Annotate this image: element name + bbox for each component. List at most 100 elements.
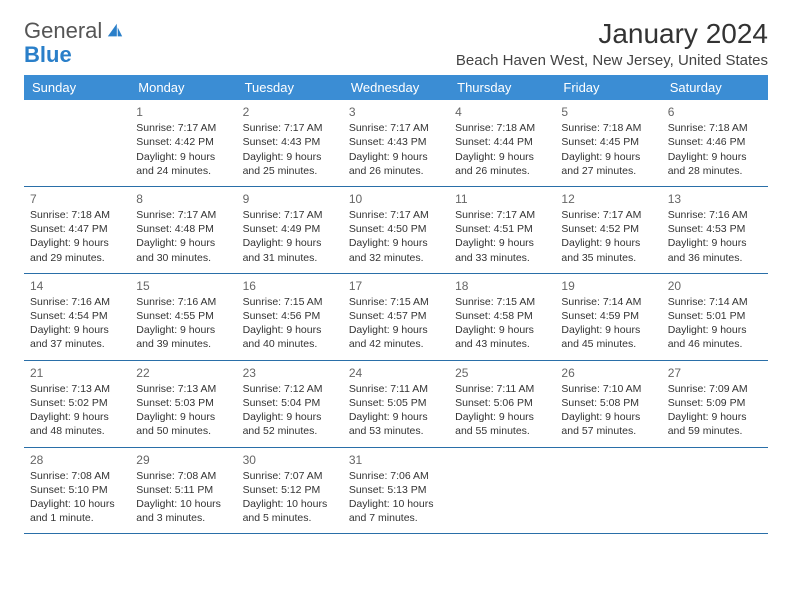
- day-sr: Sunrise: 7:13 AM: [136, 382, 230, 396]
- calendar-day: 8Sunrise: 7:17 AMSunset: 4:48 PMDaylight…: [130, 186, 236, 273]
- calendar-week: 1Sunrise: 7:17 AMSunset: 4:42 PMDaylight…: [24, 100, 768, 186]
- day-d2: and 42 minutes.: [349, 337, 443, 351]
- calendar-day: 2Sunrise: 7:17 AMSunset: 4:43 PMDaylight…: [237, 100, 343, 186]
- calendar-day-empty: [555, 447, 661, 534]
- day-d2: and 48 minutes.: [30, 424, 124, 438]
- day-sr: Sunrise: 7:17 AM: [349, 208, 443, 222]
- day-d2: and 3 minutes.: [136, 511, 230, 525]
- day-number: 22: [136, 365, 230, 381]
- logo: General: [24, 18, 126, 44]
- day-d2: and 45 minutes.: [561, 337, 655, 351]
- day-sr: Sunrise: 7:17 AM: [561, 208, 655, 222]
- day-d1: Daylight: 9 hours: [243, 236, 337, 250]
- calendar-week: 14Sunrise: 7:16 AMSunset: 4:54 PMDayligh…: [24, 273, 768, 360]
- day-d2: and 35 minutes.: [561, 251, 655, 265]
- calendar-day: 6Sunrise: 7:18 AMSunset: 4:46 PMDaylight…: [662, 100, 768, 186]
- day-sr: Sunrise: 7:15 AM: [349, 295, 443, 309]
- day-d1: Daylight: 10 hours: [243, 497, 337, 511]
- day-number: 11: [455, 191, 549, 207]
- calendar-table: SundayMondayTuesdayWednesdayThursdayFrid…: [24, 75, 768, 534]
- day-d1: Daylight: 9 hours: [455, 323, 549, 337]
- day-header: Wednesday: [343, 75, 449, 100]
- day-d1: Daylight: 9 hours: [136, 150, 230, 164]
- day-number: 10: [349, 191, 443, 207]
- day-d1: Daylight: 9 hours: [455, 236, 549, 250]
- day-d1: Daylight: 9 hours: [349, 150, 443, 164]
- day-sr: Sunrise: 7:14 AM: [561, 295, 655, 309]
- day-d1: Daylight: 9 hours: [455, 410, 549, 424]
- day-ss: Sunset: 4:51 PM: [455, 222, 549, 236]
- day-sr: Sunrise: 7:18 AM: [30, 208, 124, 222]
- logo-text-blue: Blue: [24, 42, 72, 68]
- day-d2: and 53 minutes.: [349, 424, 443, 438]
- day-sr: Sunrise: 7:14 AM: [668, 295, 762, 309]
- day-number: 17: [349, 278, 443, 294]
- day-ss: Sunset: 4:55 PM: [136, 309, 230, 323]
- day-sr: Sunrise: 7:17 AM: [243, 121, 337, 135]
- day-header: Tuesday: [237, 75, 343, 100]
- day-number: 24: [349, 365, 443, 381]
- calendar-day-empty: [24, 100, 130, 186]
- day-d1: Daylight: 9 hours: [349, 236, 443, 250]
- day-ss: Sunset: 4:49 PM: [243, 222, 337, 236]
- day-d2: and 46 minutes.: [668, 337, 762, 351]
- calendar-week: 28Sunrise: 7:08 AMSunset: 5:10 PMDayligh…: [24, 447, 768, 534]
- calendar-day: 13Sunrise: 7:16 AMSunset: 4:53 PMDayligh…: [662, 186, 768, 273]
- day-d2: and 28 minutes.: [668, 164, 762, 178]
- calendar-day: 24Sunrise: 7:11 AMSunset: 5:05 PMDayligh…: [343, 360, 449, 447]
- calendar-body: 1Sunrise: 7:17 AMSunset: 4:42 PMDaylight…: [24, 100, 768, 534]
- calendar-day: 1Sunrise: 7:17 AMSunset: 4:42 PMDaylight…: [130, 100, 236, 186]
- day-d1: Daylight: 9 hours: [349, 410, 443, 424]
- day-sr: Sunrise: 7:15 AM: [455, 295, 549, 309]
- day-sr: Sunrise: 7:11 AM: [349, 382, 443, 396]
- day-number: 15: [136, 278, 230, 294]
- day-ss: Sunset: 4:56 PM: [243, 309, 337, 323]
- day-ss: Sunset: 4:43 PM: [243, 135, 337, 149]
- day-sr: Sunrise: 7:06 AM: [349, 469, 443, 483]
- day-ss: Sunset: 4:57 PM: [349, 309, 443, 323]
- day-ss: Sunset: 4:54 PM: [30, 309, 124, 323]
- day-d2: and 40 minutes.: [243, 337, 337, 351]
- day-d1: Daylight: 9 hours: [243, 150, 337, 164]
- day-d1: Daylight: 9 hours: [30, 236, 124, 250]
- day-number: 18: [455, 278, 549, 294]
- day-sr: Sunrise: 7:11 AM: [455, 382, 549, 396]
- day-number: 1: [136, 104, 230, 120]
- day-d2: and 1 minute.: [30, 511, 124, 525]
- calendar-day: 31Sunrise: 7:06 AMSunset: 5:13 PMDayligh…: [343, 447, 449, 534]
- calendar-day: 14Sunrise: 7:16 AMSunset: 4:54 PMDayligh…: [24, 273, 130, 360]
- day-sr: Sunrise: 7:13 AM: [30, 382, 124, 396]
- calendar-day-empty: [449, 447, 555, 534]
- calendar-day-empty: [662, 447, 768, 534]
- day-ss: Sunset: 5:06 PM: [455, 396, 549, 410]
- calendar-day: 23Sunrise: 7:12 AMSunset: 5:04 PMDayligh…: [237, 360, 343, 447]
- day-number: 4: [455, 104, 549, 120]
- day-d2: and 43 minutes.: [455, 337, 549, 351]
- day-d2: and 50 minutes.: [136, 424, 230, 438]
- day-ss: Sunset: 4:58 PM: [455, 309, 549, 323]
- calendar-header-row: SundayMondayTuesdayWednesdayThursdayFrid…: [24, 75, 768, 100]
- day-sr: Sunrise: 7:09 AM: [668, 382, 762, 396]
- calendar-day: 9Sunrise: 7:17 AMSunset: 4:49 PMDaylight…: [237, 186, 343, 273]
- day-header: Saturday: [662, 75, 768, 100]
- day-sr: Sunrise: 7:15 AM: [243, 295, 337, 309]
- calendar-day: 28Sunrise: 7:08 AMSunset: 5:10 PMDayligh…: [24, 447, 130, 534]
- day-d1: Daylight: 9 hours: [668, 236, 762, 250]
- day-sr: Sunrise: 7:17 AM: [455, 208, 549, 222]
- calendar-day: 19Sunrise: 7:14 AMSunset: 4:59 PMDayligh…: [555, 273, 661, 360]
- day-ss: Sunset: 5:11 PM: [136, 483, 230, 497]
- day-number: 9: [243, 191, 337, 207]
- day-number: 28: [30, 452, 124, 468]
- calendar-day: 5Sunrise: 7:18 AMSunset: 4:45 PMDaylight…: [555, 100, 661, 186]
- day-d2: and 30 minutes.: [136, 251, 230, 265]
- calendar-day: 15Sunrise: 7:16 AMSunset: 4:55 PMDayligh…: [130, 273, 236, 360]
- day-d1: Daylight: 9 hours: [668, 323, 762, 337]
- calendar-day: 4Sunrise: 7:18 AMSunset: 4:44 PMDaylight…: [449, 100, 555, 186]
- day-sr: Sunrise: 7:17 AM: [136, 121, 230, 135]
- month-title: January 2024: [456, 18, 768, 50]
- day-sr: Sunrise: 7:08 AM: [136, 469, 230, 483]
- day-number: 21: [30, 365, 124, 381]
- day-number: 27: [668, 365, 762, 381]
- day-ss: Sunset: 5:01 PM: [668, 309, 762, 323]
- day-d1: Daylight: 9 hours: [561, 323, 655, 337]
